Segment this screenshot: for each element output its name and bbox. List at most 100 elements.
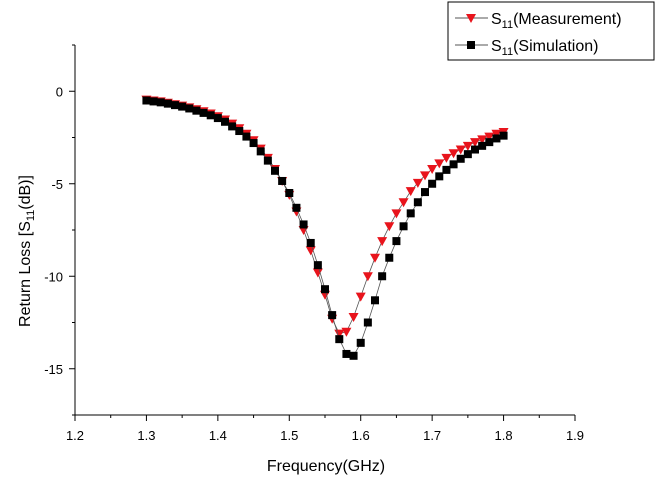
data-point-triangle — [391, 209, 402, 219]
data-point-square — [292, 203, 301, 212]
data-point-square — [342, 349, 351, 358]
data-point-triangle — [370, 253, 380, 263]
data-point-square — [235, 127, 244, 136]
y-axis-title-sub: 11 — [25, 210, 37, 221]
x-tick-label: 1.6 — [352, 428, 370, 443]
data-point-triangle — [441, 153, 452, 163]
data-point-square — [363, 318, 372, 327]
data-point-square — [285, 189, 294, 197]
data-point-triangle — [348, 312, 359, 322]
data-point-square — [442, 165, 451, 174]
data-point-square — [242, 132, 251, 141]
data-point-square — [492, 134, 501, 143]
data-point-square — [199, 108, 208, 117]
data-point-square — [456, 154, 465, 163]
svg-text:S11(Measurement): S11(Measurement) — [491, 11, 622, 31]
series-layer — [141, 95, 509, 360]
data-point-square — [349, 351, 358, 360]
series-0 — [141, 95, 509, 339]
data-point-square — [263, 156, 272, 165]
data-point-square — [478, 141, 487, 150]
data-point-square — [228, 122, 237, 131]
data-point-square — [256, 147, 265, 156]
data-point-triangle — [484, 132, 495, 142]
x-tick-label: 1.9 — [566, 428, 584, 443]
data-point-square — [385, 253, 394, 262]
legend-entry-simulation: S11(Simulation) — [455, 38, 598, 58]
x-tick-label: 1.7 — [423, 428, 441, 443]
data-point-square — [356, 338, 365, 347]
legend-label-simulation-tail: (Simulation) — [513, 38, 598, 55]
data-point-square — [328, 311, 337, 320]
data-point-square — [163, 99, 172, 108]
series-1 — [142, 96, 508, 360]
x-axis-title: Frequency(GHz) — [267, 458, 385, 475]
legend: S11(Measurement) S11(Simulation) — [447, 1, 655, 61]
data-point-square — [428, 179, 437, 188]
y-tick-label: -5 — [51, 177, 63, 192]
y-axis-title-tail: (dB)] — [17, 175, 34, 210]
y-tick-label: -15 — [44, 362, 63, 377]
data-point-triangle — [398, 198, 409, 208]
data-point-square — [306, 238, 315, 247]
data-point-triangle — [448, 149, 459, 159]
legend-label-simulation-sub: 11 — [502, 46, 513, 58]
data-point-square — [449, 160, 458, 169]
data-point-square — [171, 101, 179, 110]
data-point-square — [371, 296, 379, 305]
data-point-triangle — [470, 138, 480, 148]
data-point-square — [213, 114, 222, 123]
data-point-square — [192, 106, 201, 115]
data-point-triangle — [405, 187, 416, 197]
data-point-triangle — [377, 237, 388, 247]
x-tick-label: 1.3 — [137, 428, 155, 443]
y-tick-label: -10 — [44, 269, 63, 284]
legend-label-simulation-main: S — [491, 38, 502, 55]
data-point-square — [178, 102, 187, 111]
legend-label-measurement-tail: (Measurement) — [513, 11, 621, 28]
data-point-square — [471, 145, 479, 154]
data-point-square — [142, 96, 151, 105]
data-point-triangle — [420, 171, 430, 181]
data-point-square — [299, 220, 308, 229]
data-point-triangle — [384, 222, 395, 232]
y-axis-title: Return Loss [S11(dB)] — [17, 175, 37, 327]
y-axis-ticks: 0 -5 -10 -15 — [44, 44, 75, 416]
data-point-triangle — [462, 141, 473, 151]
x-tick-label: 1.5 — [280, 428, 298, 443]
data-point-triangle — [355, 292, 366, 302]
data-point-square — [406, 209, 415, 218]
data-point-triangle — [312, 268, 323, 278]
data-point-triangle — [412, 178, 423, 188]
data-point-square — [485, 138, 494, 147]
svg-text:S11(Simulation): S11(Simulation) — [491, 38, 598, 58]
data-point-triangle — [455, 145, 466, 155]
data-point-triangle — [305, 246, 316, 256]
y-axis-title-main: Return Loss [S — [17, 221, 34, 327]
data-point-square — [313, 261, 322, 270]
data-point-square — [249, 139, 258, 148]
data-point-square — [335, 335, 344, 344]
legend-box — [447, 1, 655, 61]
data-point-square — [278, 176, 287, 185]
legend-entry-measurement: S11(Measurement) — [455, 11, 622, 31]
data-point-triangle — [434, 159, 445, 169]
data-point-square — [392, 237, 401, 246]
data-point-triangle — [491, 129, 502, 139]
legend-label-measurement-sub: 11 — [502, 19, 513, 31]
x-tick-label: 1.8 — [495, 428, 513, 443]
data-point-square — [378, 272, 387, 281]
data-point-square — [185, 104, 194, 113]
x-tick-label: 1.2 — [66, 428, 84, 443]
data-point-square — [206, 111, 215, 120]
data-point-square — [421, 188, 429, 197]
data-point-square — [435, 172, 444, 181]
data-point-triangle — [477, 135, 488, 145]
data-point-square — [413, 198, 422, 207]
data-point-triangle — [341, 327, 352, 337]
legend-label-measurement-main: S — [491, 11, 502, 28]
data-point-square — [399, 222, 408, 231]
data-point-square — [499, 131, 508, 140]
x-axis-ticks: 1.2 1.3 1.4 1.5 1.6 1.7 1.8 1.9 — [66, 415, 584, 443]
